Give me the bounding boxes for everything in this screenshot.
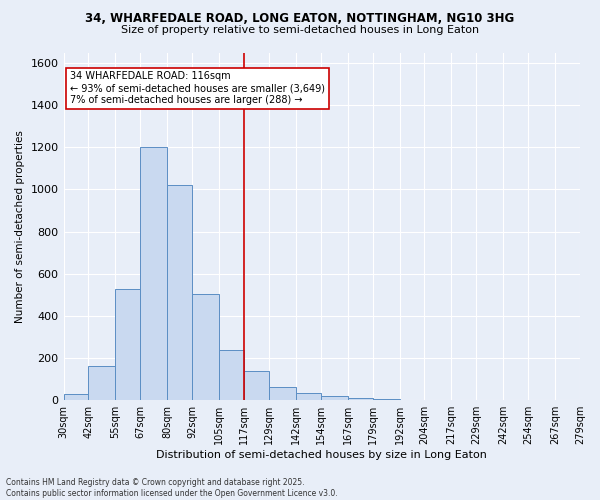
Text: Size of property relative to semi-detached houses in Long Eaton: Size of property relative to semi-detach… [121,25,479,35]
Bar [244,370,269,400]
Text: 34 WHARFEDALE ROAD: 116sqm
← 93% of semi-detached houses are smaller (3,649)
7% : 34 WHARFEDALE ROAD: 116sqm ← 93% of semi… [70,72,325,104]
Bar [88,366,115,400]
Bar [373,399,400,400]
Bar [347,398,373,400]
Bar [140,148,167,400]
Bar [115,288,140,400]
Bar [269,386,296,400]
Bar [192,294,219,400]
Y-axis label: Number of semi-detached properties: Number of semi-detached properties [15,130,25,323]
Bar [219,350,244,400]
Bar [64,394,88,400]
Bar [167,186,192,400]
Text: Contains HM Land Registry data © Crown copyright and database right 2025.
Contai: Contains HM Land Registry data © Crown c… [6,478,338,498]
Text: 34, WHARFEDALE ROAD, LONG EATON, NOTTINGHAM, NG10 3HG: 34, WHARFEDALE ROAD, LONG EATON, NOTTING… [85,12,515,26]
X-axis label: Distribution of semi-detached houses by size in Long Eaton: Distribution of semi-detached houses by … [157,450,487,460]
Bar [296,393,321,400]
Bar [321,396,347,400]
